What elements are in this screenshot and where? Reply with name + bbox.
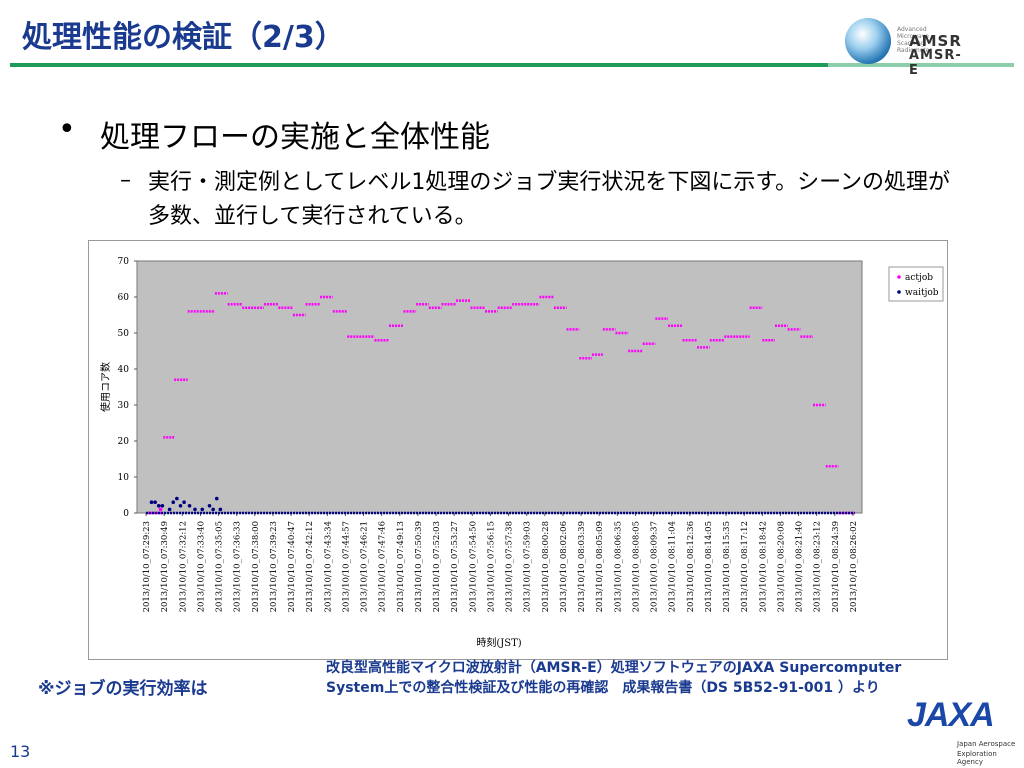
x-tick-label: 2013/10/10_07:57:38 xyxy=(505,521,515,612)
legend-actjob-marker xyxy=(897,275,901,279)
waitjob-point xyxy=(182,500,186,505)
x-tick-label: 2013/10/10_07:39:23 xyxy=(269,521,279,612)
y-tick-label: 0 xyxy=(123,509,129,519)
x-tick-label: 2013/10/10_08:02:06 xyxy=(559,521,569,612)
x-tick-label: 2013/10/10_07:40:47 xyxy=(287,521,297,612)
x-tick-label: 2013/10/10_08:03:39 xyxy=(577,521,587,612)
x-tick-label: 2013/10/10_07:43:34 xyxy=(323,521,333,612)
x-tick-label: 2013/10/10_08:00:28 xyxy=(541,521,551,612)
x-tick-label: 2013/10/10_08:14:05 xyxy=(704,521,714,612)
waitjob-point xyxy=(207,504,212,508)
page-number: 13 xyxy=(10,742,31,761)
x-axis-label: 時刻(JST) xyxy=(476,636,521,649)
x-tick-label: 2013/10/10_07:30:49 xyxy=(160,521,170,612)
x-tick-label: 2013/10/10_07:38:00 xyxy=(251,521,261,612)
x-tick-label: 2013/10/10_07:32:12 xyxy=(178,521,188,612)
plot-area xyxy=(136,260,863,514)
x-tick-label: 2013/10/10_07:54:50 xyxy=(468,521,478,612)
actjob-point xyxy=(158,507,163,512)
x-tick-label: 2013/10/10_08:09:37 xyxy=(650,521,660,612)
x-tick-label: 2013/10/10_08:20:08 xyxy=(776,521,786,612)
waitjob-point xyxy=(211,507,215,512)
x-tick-label: 2013/10/10_08:12:36 xyxy=(686,521,696,612)
x-tick-label: 2013/10/10_08:05:09 xyxy=(595,521,605,612)
waitjob-point xyxy=(153,500,157,505)
x-tick-label: 2013/10/10_07:56:15 xyxy=(486,521,496,612)
y-tick-label: 10 xyxy=(118,473,130,483)
x-tick-label: 2013/10/10_08:24:39 xyxy=(831,521,841,612)
jaxa-logo-text: JAXA xyxy=(907,696,995,734)
jaxa-logo-caption1: Japan Aerospace xyxy=(957,740,1016,748)
x-tick-label: 2013/10/10_07:49:13 xyxy=(396,521,406,612)
y-tick-label: 60 xyxy=(118,293,130,303)
y-tick-label: 70 xyxy=(118,257,130,267)
x-tick-label: 2013/10/10_08:17:12 xyxy=(740,521,750,612)
jaxa-logo: JAXA Japan Aerospace Exploration Agency xyxy=(895,696,1019,766)
x-tick-label: 2013/10/10_07:33:40 xyxy=(196,521,206,612)
y-tick-label: 40 xyxy=(118,365,130,375)
waitjob-point xyxy=(149,500,154,505)
waitjob-point xyxy=(187,504,192,508)
source-note-line1: 改良型高性能マイクロ波放射計（AMSR-E）処理ソフトウェアのJAXA Supe… xyxy=(326,660,902,676)
waitjob-point xyxy=(200,507,205,512)
waitjob-point xyxy=(193,507,197,512)
x-tick-label: 2013/10/10_07:59:03 xyxy=(523,521,533,612)
job-chart: 0 10 20 30 40 50 60 70 2013/10/10_07:29:23 2013/… xyxy=(99,257,944,649)
jaxa-logo-caption2: Exploration Agency xyxy=(957,750,997,766)
series-actjob xyxy=(147,292,855,515)
source-note-line2: System上での整合性検証及び性能の再確認 成果報告書（DS 5B52-91-… xyxy=(326,680,880,696)
chart-container: 0 10 20 30 40 50 60 70 2013/10/10_07:29:23 2013/… xyxy=(88,240,948,660)
title-rule xyxy=(10,63,828,67)
y-tick-label: 50 xyxy=(118,329,130,339)
legend-waitjob-label: waitjob xyxy=(905,288,939,298)
x-tick-label: 2013/10/10_07:53:27 xyxy=(450,521,460,612)
waitjob-point xyxy=(175,496,179,501)
x-tick-label: 2013/10/10_08:08:05 xyxy=(631,521,641,612)
slide-title: 処理性能の検証（2/3） xyxy=(22,20,345,55)
x-tick-label: 2013/10/10_07:47:46 xyxy=(378,521,388,612)
x-tick-label: 2013/10/10_07:46:21 xyxy=(360,521,370,612)
x-tick-label: 2013/10/10_07:52:03 xyxy=(432,521,442,612)
x-tick-label: 2013/10/10_07:29:23 xyxy=(142,521,152,612)
waitjob-point xyxy=(171,500,176,505)
x-tick-label: 2013/10/10_08:18:42 xyxy=(758,521,768,612)
x-tick-label: 2013/10/10_08:15:35 xyxy=(722,521,732,612)
waitjob-point xyxy=(167,507,172,512)
bullet-text: 処理フローの実施と全体性能 xyxy=(100,120,490,155)
series-waitjob xyxy=(146,496,855,515)
legend-actjob-label: actjob xyxy=(905,273,933,283)
waitjob-point xyxy=(178,504,183,508)
x-tick-label: 2013/10/10_07:36:33 xyxy=(233,521,243,612)
legend: actjob waitjob xyxy=(888,266,944,302)
x-tick-label: 2013/10/10_07:50:39 xyxy=(414,521,424,612)
waitjob-point xyxy=(218,507,223,512)
waitjob-point xyxy=(156,504,161,508)
x-tick-label: 2013/10/10_08:21:40 xyxy=(795,521,805,612)
x-tick-label: 2013/10/10_07:42:12 xyxy=(305,521,315,612)
y-tick-label: 20 xyxy=(118,437,130,447)
amsr-logo-caption: Advanced Microwave Scanning Radiometer xyxy=(897,26,932,54)
sub-bullet-text: 実行・測定例としてレベル1処理のジョブ実行状況を下図に示す。シーンの処理が多数、… xyxy=(148,170,951,229)
x-tick-label: 2013/10/10_08:06:35 xyxy=(613,521,623,612)
waitjob-point xyxy=(160,504,165,508)
amsr-e-logo-text: AMSR-E xyxy=(909,48,962,78)
y-axis-label: 使用コア数 xyxy=(99,362,112,412)
globe-icon xyxy=(845,18,891,64)
x-tick-label: 2013/10/10_08:26:02 xyxy=(849,521,859,612)
x-tick-label: 2013/10/10_07:35:05 xyxy=(215,521,225,612)
sub-bullet-marker: – xyxy=(120,168,131,193)
waitjob-point xyxy=(214,496,219,501)
efficiency-note: ※ジョブの実行効率は xyxy=(38,679,208,699)
title-rule-fade xyxy=(828,63,1014,67)
x-tick-label: 2013/10/10_08:23:12 xyxy=(813,521,823,612)
amsr-logo-text: AMSR xyxy=(909,32,962,50)
x-tick-label: 2013/10/10_08:11:04 xyxy=(668,521,678,612)
legend-waitjob-marker xyxy=(897,290,901,294)
x-tick-label: 2013/10/10_07:44:57 xyxy=(341,521,351,612)
amsr-logo: Advanced Microwave Scanning Radiometer A… xyxy=(845,18,961,78)
y-tick-label: 30 xyxy=(118,401,130,411)
source-note: 改良型高性能マイクロ波放射計（AMSR-E）処理ソフトウェアのJAXA Supe… xyxy=(326,658,901,698)
bullet-marker: • xyxy=(58,112,76,147)
